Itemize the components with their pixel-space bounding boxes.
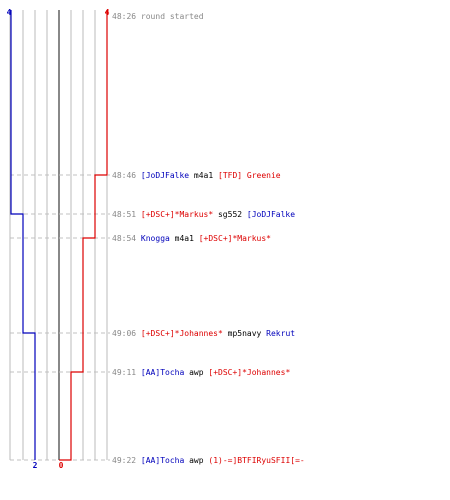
event-player-red: (1)-=]BTFIRyuSFII[=- [208,456,304,465]
event-weapon: awp [184,456,208,465]
event-player-red: [+DSC+]*Markus* [199,234,271,243]
event-player-blue: [AA]Tocha [141,456,185,465]
event-player-blue: [AA]Tocha [141,368,185,377]
event-time: 49:11 [112,368,136,377]
event-time: 48:54 [112,234,136,243]
event-entry: 49:06 [+DSC+]*Johannes* mp5navy Rekrut [112,329,295,338]
event-player-red: [+DSC+]*Johannes* [208,368,290,377]
event-player-blue: Rekrut [266,329,295,338]
player-grid-lines [9,10,108,460]
blue-start-count: 4 [7,8,12,17]
event-entry: 49:22 [AA]Tocha awp (1)-=]BTFIRyuSFII[=- [112,456,305,465]
event-player-blue: [JoDJFalke [247,210,295,219]
event-player-blue: [JoDJFalke [141,171,189,180]
event-time: 48:46 [112,171,136,180]
event-weapon: mp5navy [223,329,266,338]
event-player-red: [TFD] Greenie [218,171,281,180]
event-weapon: awp [184,368,208,377]
event-log: 48:26 round started 48:46 [JoDJFalke m4a1… [112,12,305,465]
event-entry: 49:11 [AA]Tocha awp [+DSC+]*Johannes* [112,368,290,377]
event-player-blue: Knogga [141,234,170,243]
event-time: 48:51 [112,210,136,219]
red-end-count: 0 [59,461,64,470]
event-player-red: [+DSC+]*Johannes* [141,329,223,338]
event-text: round started [141,12,204,21]
blue-team-step-line [10,10,36,460]
red-team-step-line [59,10,108,461]
event-time: 48:26 [112,12,136,21]
event-time: 49:06 [112,329,136,338]
event-entry: 48:46 [JoDJFalke m4a1 [TFD] Greenie [112,171,281,180]
event-entry: 48:54 Knogga m4a1 [+DSC+]*Markus* [112,234,271,243]
event-time: 49:22 [112,456,136,465]
event-player-red: [+DSC+]*Markus* [141,210,213,219]
event-weapon: m4a1 [189,171,218,180]
event-weapon: m4a1 [170,234,199,243]
event-entry: 48:26 round started [112,12,204,21]
event-entry: 48:51 [+DSC+]*Markus* sg552 [JoDJFalke [112,210,295,219]
blue-end-count: 2 [33,461,38,470]
red-start-count: 4 [105,8,110,17]
event-weapon: sg552 [213,210,247,219]
